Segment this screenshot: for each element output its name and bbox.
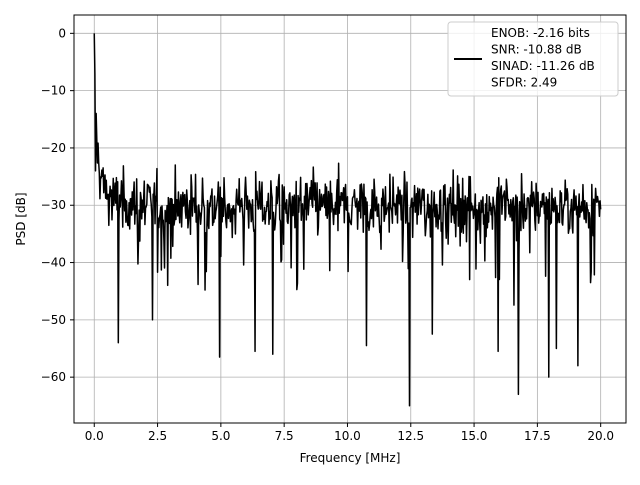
y-tick-label: −20 <box>41 141 66 155</box>
tick-marks <box>70 32 602 427</box>
x-tick-label: 10.0 <box>334 429 361 443</box>
legend-entry-sfdr: SFDR: 2.49 <box>491 76 557 90</box>
x-tick-label: 17.5 <box>524 429 551 443</box>
x-tick-label: 7.5 <box>275 429 294 443</box>
x-tick-label: 12.5 <box>397 429 424 443</box>
legend: ENOB: -2.16 bits SNR: -10.88 dB SINAD: -… <box>447 21 619 97</box>
axes-frame <box>73 14 627 424</box>
x-tick-label: 20.0 <box>587 429 614 443</box>
legend-entry-snr: SNR: -10.88 dB <box>491 43 582 57</box>
y-tick-label: −10 <box>41 84 66 98</box>
y-tick-label: −50 <box>41 313 66 327</box>
x-tick-label: 0.0 <box>85 429 104 443</box>
x-tick-label: 5.0 <box>211 429 230 443</box>
y-tick-labels: 0 −10 −20 −30 −40 −50 −60 <box>41 26 66 384</box>
y-tick-label: −60 <box>41 370 66 384</box>
y-tick-label: −40 <box>41 256 66 270</box>
x-tick-label: 15.0 <box>461 429 488 443</box>
psd-series-line <box>93 33 602 407</box>
y-axis-label: PSD [dB] <box>14 192 28 245</box>
legend-entry-sinad: SINAD: -11.26 dB <box>491 59 595 73</box>
y-tick-label: 0 <box>58 26 66 40</box>
y-tick-label: −30 <box>41 198 66 212</box>
plot-area <box>93 33 602 407</box>
x-tick-label: 2.5 <box>148 429 167 443</box>
x-axis-label: Frequency [MHz] <box>300 451 401 465</box>
legend-box <box>447 21 619 97</box>
legend-entry-enob: ENOB: -2.16 bits <box>491 26 590 40</box>
x-tick-labels: 0.0 2.5 5.0 7.5 10.0 12.5 15.0 17.5 20.0 <box>85 429 614 443</box>
